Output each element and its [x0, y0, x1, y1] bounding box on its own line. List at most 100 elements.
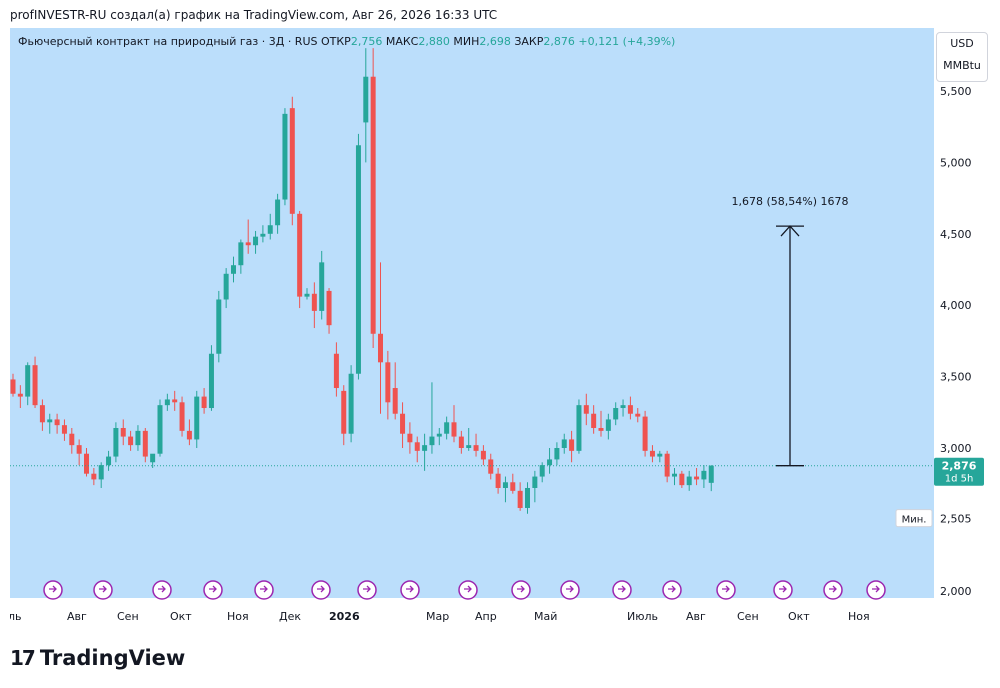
measure-label: 1,678 (58,54%) 1678 — [731, 195, 848, 208]
event-icon[interactable] — [203, 580, 223, 600]
event-icon[interactable] — [93, 580, 113, 600]
candle-body — [385, 362, 391, 403]
currency-unit-button[interactable]: USD MMBtu — [936, 32, 988, 82]
event-icon[interactable] — [866, 580, 886, 600]
candle-body — [473, 445, 479, 451]
time-tick-label: Сен — [117, 610, 139, 623]
event-icons — [43, 580, 886, 600]
event-icon[interactable] — [612, 580, 632, 600]
candle-body — [436, 433, 442, 437]
min-price-label: Мин. — [895, 509, 933, 528]
price-tick-label: 3,500 — [940, 371, 972, 384]
candle-body — [657, 453, 663, 457]
candle-body — [186, 430, 192, 440]
candle-body — [480, 450, 486, 460]
unit-label: MMBtu — [943, 59, 981, 72]
candle-body — [10, 379, 16, 394]
candle-body — [39, 405, 45, 423]
price-axis[interactable]: 5,500 5,000 4,500 4,000 3,500 3,000 2,000 2,876… — [934, 28, 990, 628]
low-label: МИН — [453, 35, 480, 48]
candle-body — [201, 396, 207, 409]
candle-body — [98, 465, 104, 480]
candle-body — [635, 413, 641, 417]
candle-body — [539, 465, 545, 477]
candles-group — [10, 48, 714, 514]
time-tick-label: Май — [534, 610, 557, 623]
symbol-legend: Фьючерсный контракт на природный газ · 3… — [18, 35, 675, 48]
chart-background — [10, 28, 934, 628]
event-icon[interactable] — [357, 580, 377, 600]
price-tick-label: 3,000 — [940, 442, 972, 455]
event-icon[interactable] — [773, 580, 793, 600]
candle-body — [708, 465, 714, 483]
candle-body — [91, 473, 97, 480]
candle-body — [378, 333, 383, 363]
event-icon[interactable] — [823, 580, 843, 600]
candle-body — [326, 290, 332, 326]
tradingview-logo[interactable]: 17 TradingView — [10, 646, 185, 670]
candle-body — [694, 476, 700, 480]
svg-text:Мин.: Мин. — [902, 515, 927, 526]
event-icon[interactable] — [152, 580, 172, 600]
candle-body — [502, 482, 508, 488]
event-icon[interactable] — [458, 580, 478, 600]
candle-body — [120, 428, 126, 437]
candle-body — [701, 470, 707, 480]
event-icon[interactable] — [716, 580, 736, 600]
close-label: ЗАКР — [514, 35, 544, 48]
time-tick-label: ль — [10, 610, 22, 623]
price-tick-label: 4,500 — [940, 228, 972, 241]
price-tick-label: 4,000 — [940, 299, 972, 312]
candle-body — [238, 242, 244, 266]
candle-body — [17, 393, 23, 397]
candle-body — [194, 396, 200, 440]
time-axis — [10, 598, 934, 628]
event-icon[interactable] — [560, 580, 580, 600]
candle-body — [84, 453, 89, 474]
time-tick-label: Ноя — [227, 610, 249, 623]
candle-body — [319, 262, 325, 311]
candle-body — [554, 448, 560, 460]
candle-body — [510, 482, 516, 491]
open-label: ОТКР — [321, 35, 351, 48]
candle-body — [245, 242, 251, 246]
event-icon[interactable] — [400, 580, 420, 600]
candle-body — [517, 490, 523, 508]
min-price-value: 2,505 — [940, 513, 972, 526]
event-icon[interactable] — [311, 580, 331, 600]
candle-body — [525, 487, 530, 508]
chart-attribution: profINVESTR-RU создал(а) график на Tradi… — [10, 8, 498, 22]
candle-body — [576, 405, 582, 451]
candle-body — [61, 425, 67, 434]
last-price-value: 2,876 — [942, 460, 977, 473]
event-icon[interactable] — [43, 580, 63, 600]
candle-body — [311, 293, 317, 311]
time-tick-label: Дек — [279, 610, 301, 623]
time-tick-label: Сен — [737, 610, 759, 623]
price-tick-label: 5,000 — [940, 156, 972, 169]
candle-body — [69, 433, 75, 446]
measure-tool[interactable]: 1,678 (58,54%) 1678 — [731, 195, 849, 467]
candle-body — [392, 388, 398, 414]
candle-body — [208, 353, 214, 409]
change-value: +0,121 (+4,39%) — [578, 35, 676, 48]
event-icon[interactable] — [254, 580, 274, 600]
candle-body — [363, 76, 369, 123]
event-icon[interactable] — [511, 580, 531, 600]
candle-body — [451, 422, 457, 437]
candle-body — [532, 476, 538, 488]
chart-area[interactable]: 1,678 (58,54%) 1678 ль Авг Сен Окт Ноя Дек 202… — [8, 28, 934, 628]
candle-body — [267, 225, 273, 234]
candle-body — [142, 430, 148, 457]
price-axis-svg: 5,500 5,000 4,500 4,000 3,500 3,000 2,000 2,876… — [934, 85, 984, 598]
candle-body — [106, 456, 112, 466]
candle-body — [32, 365, 38, 406]
high-label: МАКС — [385, 35, 419, 48]
event-icon[interactable] — [662, 580, 682, 600]
candle-body — [76, 445, 82, 454]
candle-body — [172, 399, 178, 403]
candle-body — [275, 199, 281, 226]
candle-body — [282, 113, 288, 200]
candlestick-chart[interactable]: 1,678 (58,54%) 1678 ль Авг Сен Окт Ноя Дек 202… — [8, 28, 934, 628]
candle-body — [113, 428, 119, 457]
